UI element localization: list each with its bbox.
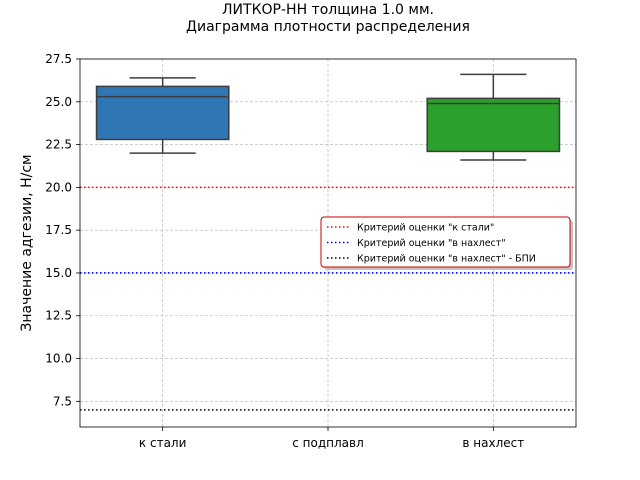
box-1 bbox=[95, 77, 230, 154]
y-tick-label: 10.0 bbox=[45, 352, 72, 366]
legend-box bbox=[320, 216, 571, 268]
y-tick-label: 22.5 bbox=[45, 138, 72, 152]
chart-title-line-2: Диаграмма плотности распределения bbox=[186, 19, 470, 35]
chart-title-line-1: ЛИТКОР-НН толщина 1.0 мм. bbox=[222, 2, 434, 18]
y-tick-label: 25.0 bbox=[45, 95, 72, 109]
y-tick-label: 7.5 bbox=[53, 394, 72, 408]
y-tick-label: 15.0 bbox=[45, 266, 72, 280]
y-tick-label: 12.5 bbox=[45, 309, 72, 323]
legend-entry-label: Критерий оценки "в нахлест" bbox=[357, 238, 506, 249]
x-tick-label: в нахлест bbox=[462, 436, 524, 450]
plot-area: 7.5 10.0 12.5 15.0 17.5 20.0 22.5 25.0 27.5 к ста… bbox=[45, 52, 577, 450]
y-axis-label: Значение адгезии, Н/см bbox=[19, 154, 35, 331]
y-tick-label: 20.0 bbox=[45, 180, 72, 194]
legend-entry-label: Критерий оценки "к стали" bbox=[357, 223, 494, 234]
x-tick-label: с подплавл bbox=[292, 436, 364, 450]
box-iqr bbox=[95, 85, 230, 141]
y-tick-label: 27.5 bbox=[45, 52, 72, 66]
legend-entry-label: Критерий оценки "в нахлест" - БПИ bbox=[357, 254, 536, 265]
legend: Критерий оценки "к стали" Критерий оценки… bbox=[320, 216, 573, 270]
x-tick-label: к стали bbox=[139, 436, 186, 450]
box-3 bbox=[426, 73, 561, 161]
box-iqr bbox=[426, 97, 561, 153]
y-tick-label: 17.5 bbox=[45, 223, 72, 237]
